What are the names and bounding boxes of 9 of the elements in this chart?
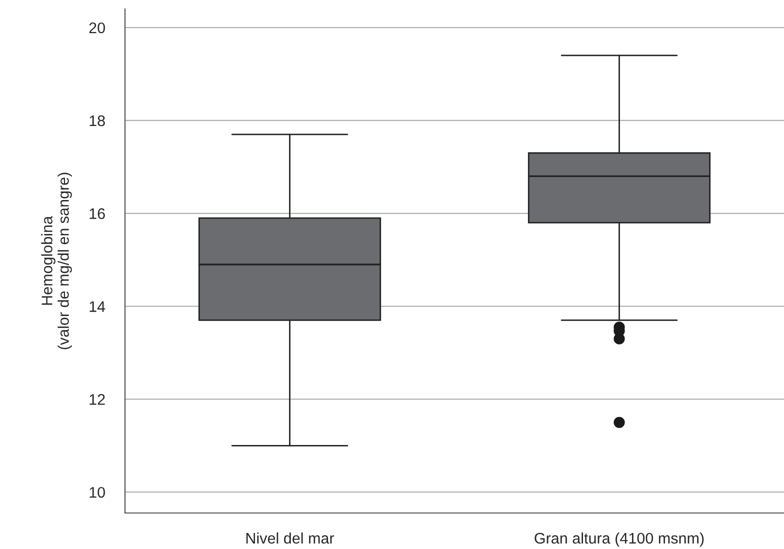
y-axis-title: Hemoglobina (valor de mg/dl en sangre) <box>41 172 72 350</box>
y-tick-label: 14 <box>90 301 106 312</box>
y-tick-label: 12 <box>90 394 105 405</box>
y-tick-label: 16 <box>90 208 105 220</box>
y-tick-label: 10 <box>90 486 105 498</box>
x-tick-label: Nivel del mar <box>246 532 334 544</box>
x-tick-label: Gran altura (4100 msnm) <box>534 532 704 547</box>
y-tick-label: 18 <box>90 115 105 126</box>
y-tick-label: 20 <box>89 22 105 34</box>
